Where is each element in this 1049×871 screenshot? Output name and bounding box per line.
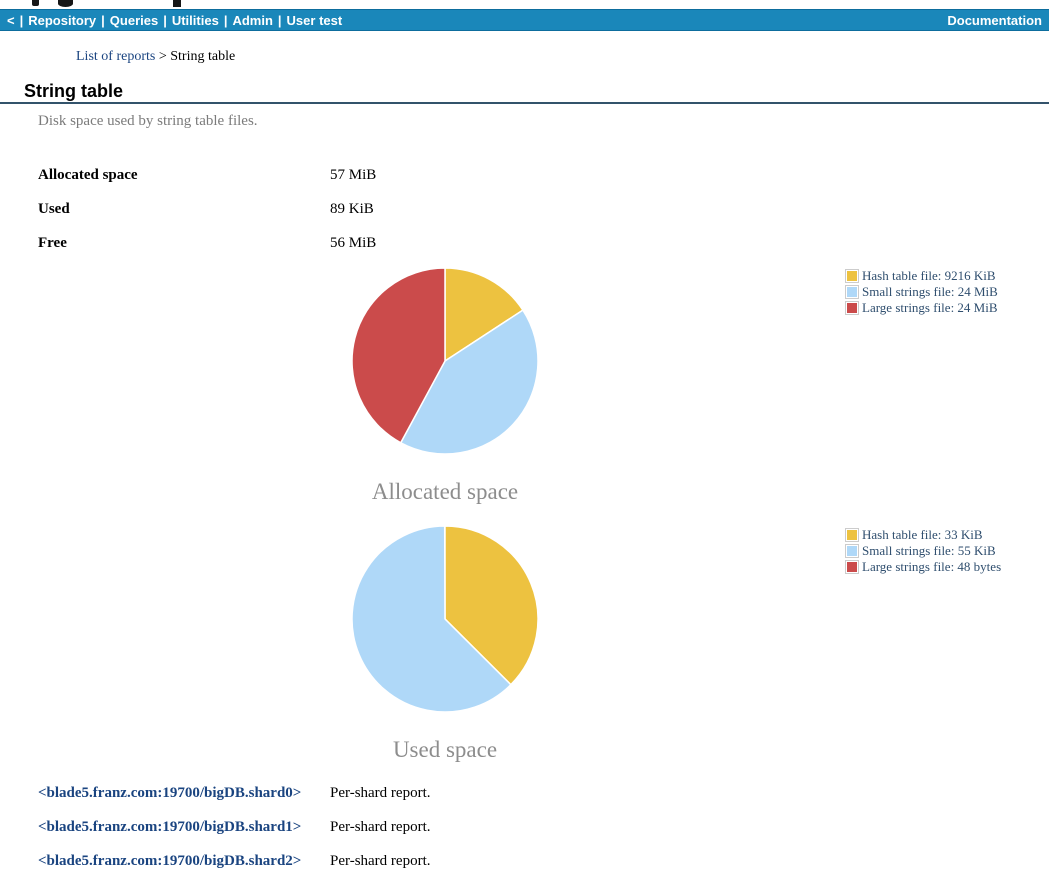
breadcrumb-current: String table [170,49,236,64]
per-shard-report-text: Per-shard report. [330,853,431,869]
nav-back-button[interactable]: < [7,12,15,28]
nav-item-repository[interactable]: Repository [28,12,97,28]
clipped-text-artifact [32,0,39,6]
clipped-text-artifact [173,0,181,7]
legend-label: Hash table file: 33 KiB [862,527,983,542]
navbar: < | Repository | Queries | Utilities | Admin | Use… [0,9,1049,31]
per-shard-report-text: Per-shard report. [330,819,431,835]
pie-slice-hash-table-file [444,267,524,362]
shard-link-0[interactable]: <blade5.franz.com:19700/bigDB.shard0> [38,785,302,801]
stat-label: Allocated space [38,167,138,183]
stat-label: Free [38,235,67,251]
stat-label: Used [38,201,70,217]
legend-swatch-icon [845,528,859,542]
breadcrumb: List of reports > String table [76,49,235,65]
nav-separator: | [19,12,24,28]
legend-row: Small strings file: 55 KiB [845,543,1001,559]
nav-separator: | [277,12,282,28]
nav-item-queries[interactable]: Queries [109,12,159,28]
legend-label: Small strings file: 55 KiB [862,543,996,558]
stats-table: Allocated space 57 MiB Used 89 KiB Free 56 Mi… [38,158,598,260]
legend-label: Hash table file: 9216 KiB [862,268,996,283]
nav-separator: | [101,12,105,28]
shard-link-2[interactable]: <blade5.franz.com:19700/bigDB.shard2> [38,853,302,869]
chart-caption-used-space: Used space [392,737,498,762]
nav-item-admin[interactable]: Admin [232,12,273,28]
nav-separator: | [163,12,167,28]
legend-label: Small strings file: 24 MiB [862,284,998,299]
legend-row: Large strings file: 24 MiB [845,300,998,316]
pie-slice-small-strings-file [351,525,512,713]
nav-item-user-test[interactable]: User test [286,12,343,28]
clipped-text-artifact [58,0,73,7]
nav-item-documentation[interactable]: Documentation [947,12,1042,28]
pie-chart-used-space [351,525,539,713]
legend-row: Small strings file: 24 MiB [845,284,998,300]
legend-swatch-icon [845,301,859,315]
legend-swatch-icon [845,285,859,299]
stat-row: Free 56 MiB [38,226,598,260]
stat-value: 56 MiB [330,235,377,251]
shard-links: <blade5.franz.com:19700/bigDB.shard0> Per… [38,776,738,871]
shard-link-1[interactable]: <blade5.franz.com:19700/bigDB.shard1> [38,819,302,835]
shard-link-row: <blade5.franz.com:19700/bigDB.shard1> Per… [38,810,738,844]
pie-slice-hash-table-file [444,525,539,686]
chart-caption-allocated-space: Allocated space [371,479,519,504]
legend-swatch-icon [845,560,859,574]
legend-label: Large strings file: 24 MiB [862,300,998,315]
stat-value: 57 MiB [330,167,377,183]
legend-row: Hash table file: 33 KiB [845,527,1001,543]
shard-link-row: <blade5.franz.com:19700/bigDB.shard0> Per… [38,776,738,810]
nav-item-utilities[interactable]: Utilities [171,12,219,28]
stat-row: Allocated space 57 MiB [38,158,598,192]
shard-link-row: <blade5.franz.com:19700/bigDB.shard2> Per… [38,844,738,871]
nav-left: < | Repository | Queries | Utilities | Admin | Use… [7,13,342,28]
breadcrumb-separator: > [155,49,171,64]
pie-slice-small-strings-file [399,309,539,455]
legend-row: Hash table file: 9216 KiB [845,268,998,284]
nav-separator: | [223,12,228,28]
legend-allocated-space: Hash table file: 9216 KiB Small strings f… [845,268,998,316]
page-subtitle: Disk space used by string table files. [38,113,258,129]
legend-label: Large strings file: 48 bytes [862,559,1002,574]
page-title: String table [24,81,124,101]
legend-row: Large strings file: 48 bytes [845,559,1001,575]
stat-row: Used 89 KiB [38,192,598,226]
legend-swatch-icon [845,544,859,558]
legend-swatch-icon [845,269,859,283]
legend-used-space: Hash table file: 33 KiB Small strings fil… [845,527,1001,575]
pie-chart-allocated-space [351,267,539,455]
stat-value: 89 KiB [330,201,374,217]
breadcrumb-link-list-of-reports[interactable]: List of reports [76,49,156,64]
pie-slice-large-strings-file [351,267,446,444]
per-shard-report-text: Per-shard report. [330,785,431,801]
title-divider [0,102,1049,104]
